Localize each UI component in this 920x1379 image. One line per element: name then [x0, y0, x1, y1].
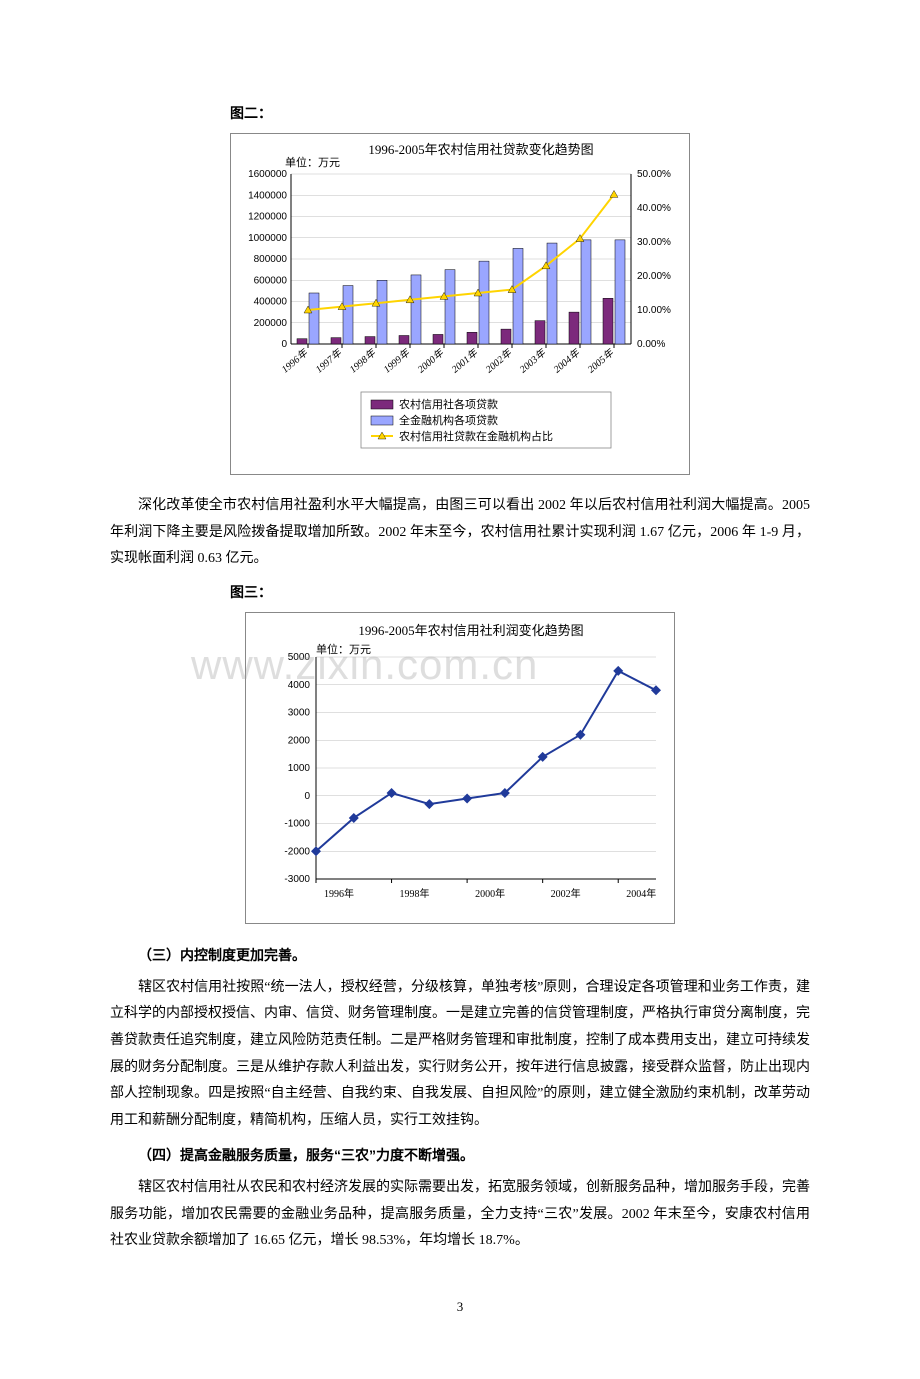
chart2-box: 1996-2005年农村信用社贷款变化趋势图单位：万元 0 200000 400000…	[230, 133, 690, 476]
svg-text:3000: 3000	[288, 707, 311, 718]
svg-text:-2000: -2000	[284, 846, 310, 857]
svg-text:1998年: 1998年	[347, 346, 378, 375]
svg-text:1996年: 1996年	[324, 887, 354, 900]
svg-text:400000: 400000	[254, 296, 288, 307]
chart2-label: 图二：	[230, 100, 810, 127]
svg-text:5000: 5000	[288, 652, 311, 663]
svg-text:2004年: 2004年	[626, 887, 656, 900]
svg-text:0: 0	[281, 339, 287, 350]
svg-text:2005年: 2005年	[585, 346, 616, 375]
section4-head: （四）提高金融服务质量，服务“三农”力度不断增强。	[110, 1142, 810, 1169]
svg-text:1998年: 1998年	[400, 887, 430, 900]
svg-text:800000: 800000	[254, 254, 288, 265]
section4-body: 辖区农村信用社从农民和农村经济发展的实际需要出发，拓宽服务领域，创新服务品种，增…	[110, 1175, 810, 1255]
svg-text:600000: 600000	[254, 275, 288, 286]
svg-text:全金融机构各项贷款: 全金融机构各项贷款	[399, 413, 498, 427]
svg-text:10.00%: 10.00%	[637, 305, 671, 316]
svg-text:20.00%: 20.00%	[637, 271, 671, 282]
svg-text:2000年: 2000年	[475, 887, 505, 900]
page-number: 3	[110, 1295, 810, 1320]
svg-text:0: 0	[304, 790, 310, 801]
svg-text:-3000: -3000	[284, 874, 310, 885]
svg-text:1996年: 1996年	[279, 346, 310, 375]
section3-body: 辖区农村信用社按照“统一法人，授权经营，分级核算，单独考核”原则，合理设定各项管…	[110, 975, 810, 1135]
svg-text:-1000: -1000	[284, 818, 310, 829]
chart2-svg: 1996-2005年农村信用社贷款变化趋势图单位：万元 0 200000 400000…	[231, 134, 691, 464]
chart3-svg: 1996-2005年农村信用社利润变化趋势图单位：万元 -3000 -2000 -10…	[246, 613, 676, 913]
para-after-chart2: 深化改革使全市农村信用社盈利水平大幅提高，由图三可以看出 2002 年以后农村信…	[110, 493, 810, 573]
svg-text:1999年: 1999年	[381, 346, 412, 375]
chart3-box: www.zixin.com.cn 1996-2005年农村信用社利润变化趋势图单…	[245, 612, 675, 925]
svg-text:30.00%: 30.00%	[637, 237, 671, 248]
svg-text:1997年: 1997年	[313, 346, 344, 375]
svg-text:农村信用社各项贷款: 农村信用社各项贷款	[399, 397, 498, 411]
svg-text:2001年: 2001年	[449, 346, 480, 375]
svg-text:2002年: 2002年	[551, 887, 581, 900]
svg-text:2000年: 2000年	[415, 346, 446, 375]
svg-text:0.00%: 0.00%	[637, 339, 665, 350]
svg-text:2002年: 2002年	[483, 346, 514, 375]
svg-text:1996-2005年农村信用社贷款变化趋势图: 1996-2005年农村信用社贷款变化趋势图	[368, 142, 593, 157]
svg-text:1996-2005年农村信用社利润变化趋势图: 1996-2005年农村信用社利润变化趋势图	[358, 623, 583, 638]
svg-text:1000000: 1000000	[248, 232, 287, 243]
svg-text:2004年: 2004年	[551, 346, 582, 375]
svg-text:农村信用社贷款在金融机构占比: 农村信用社贷款在金融机构占比	[399, 429, 553, 443]
svg-text:40.00%: 40.00%	[637, 203, 671, 214]
svg-text:200000: 200000	[254, 317, 288, 328]
svg-text:50.00%: 50.00%	[637, 169, 671, 180]
section3-head: （三）内控制度更加完善。	[110, 942, 810, 969]
svg-text:单位：万元: 单位：万元	[316, 642, 371, 656]
svg-text:1200000: 1200000	[248, 211, 287, 222]
chart3-label: 图三：	[230, 579, 810, 606]
svg-text:2000: 2000	[288, 735, 311, 746]
svg-text:4000: 4000	[288, 679, 311, 690]
svg-text:2003年: 2003年	[517, 346, 548, 375]
svg-text:1400000: 1400000	[248, 190, 287, 201]
svg-text:单位：万元: 单位：万元	[285, 155, 340, 169]
svg-text:1600000: 1600000	[248, 169, 287, 180]
svg-text:1000: 1000	[288, 763, 311, 774]
